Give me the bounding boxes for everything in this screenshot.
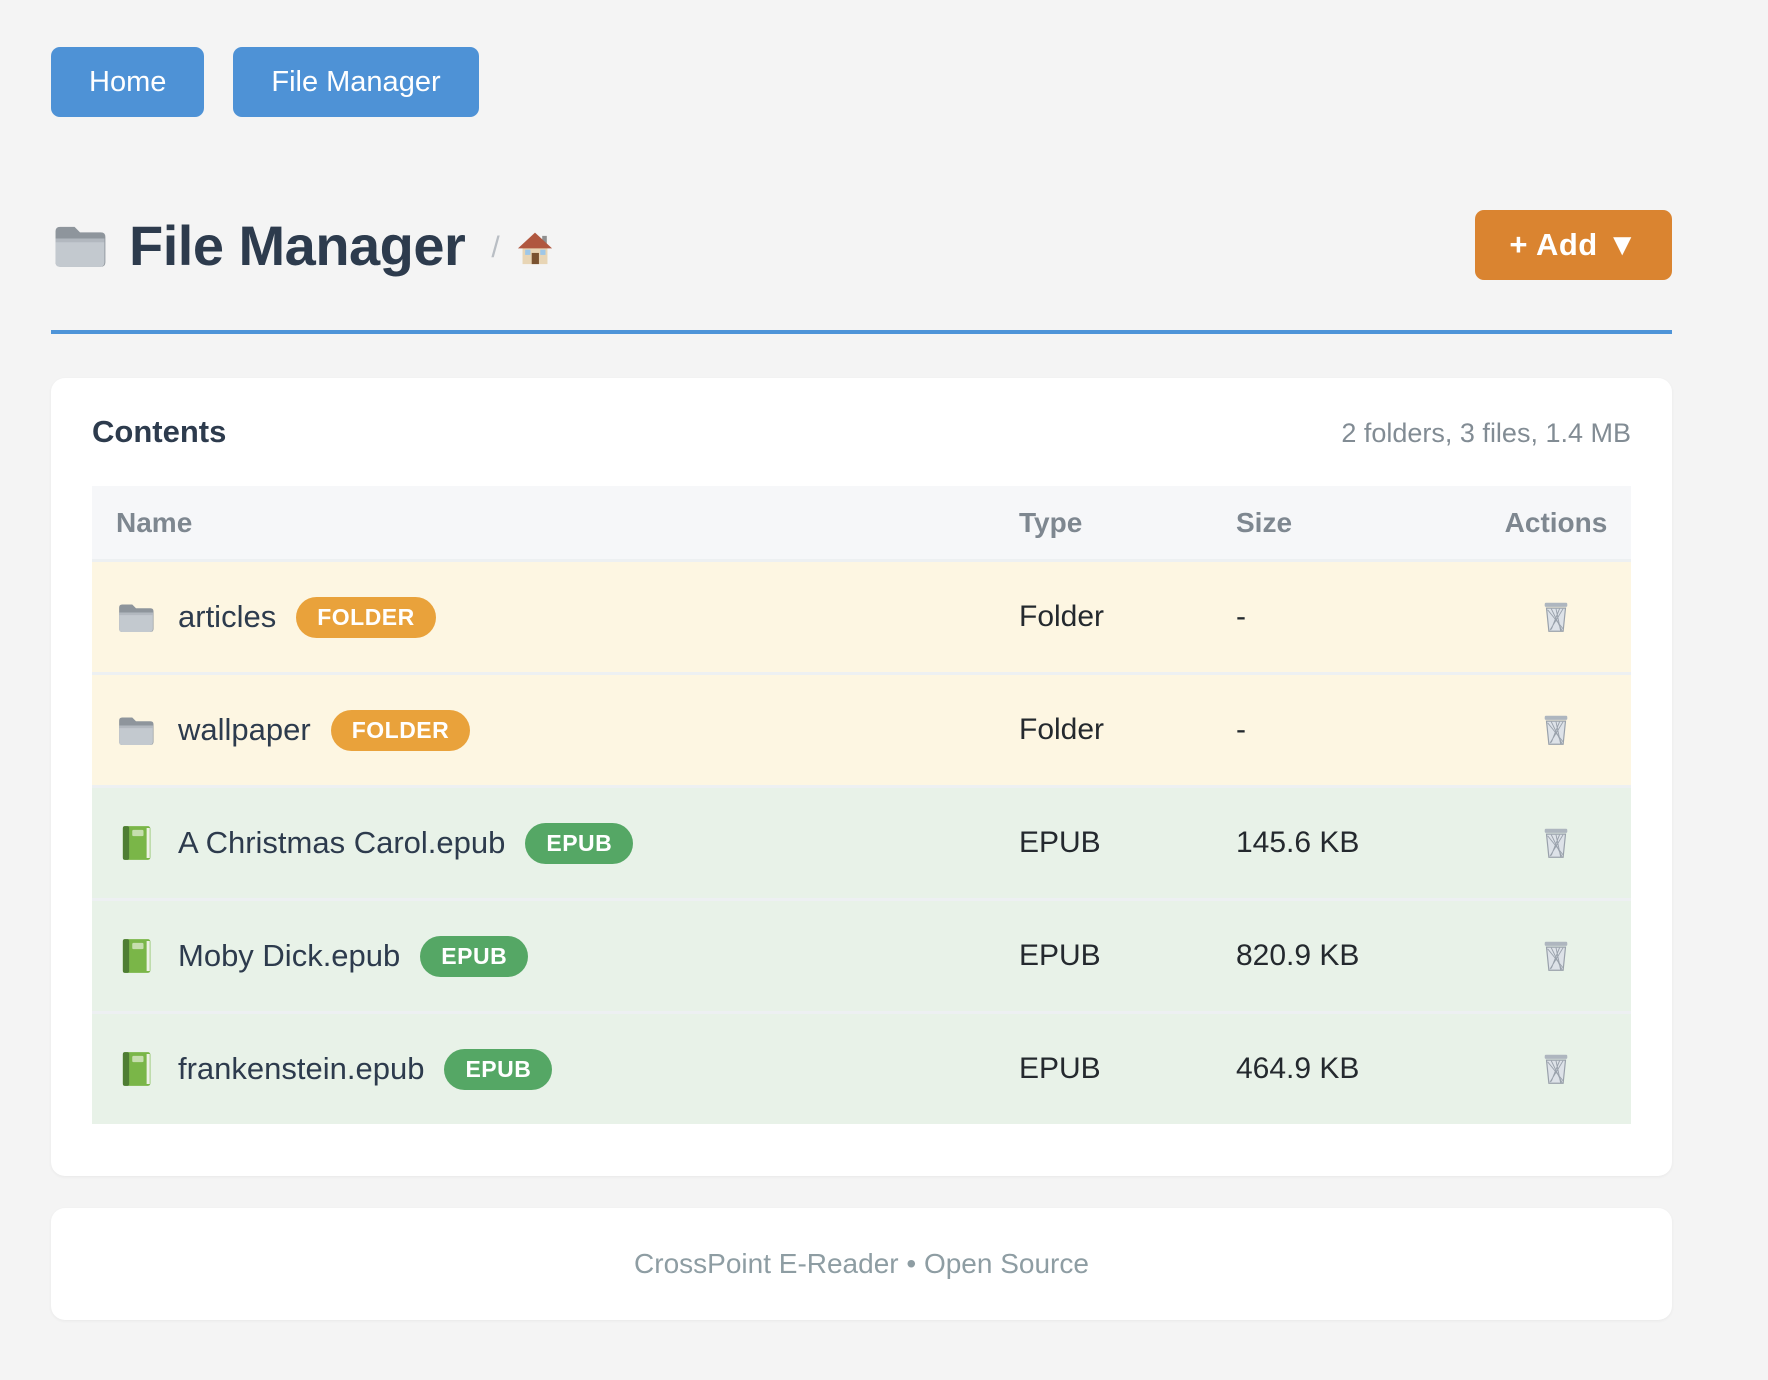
file-name-cell[interactable]: A Christmas Carol.epub EPUB: [92, 822, 995, 864]
book-icon: [116, 823, 156, 863]
page-header: File Manager / + Add ▼: [51, 210, 1672, 280]
table-body: articles FOLDER Folder - wallpaper FOLDE…: [92, 559, 1631, 1124]
column-header-name: Name: [116, 506, 193, 538]
add-button[interactable]: + Add ▼: [1475, 210, 1672, 280]
home-button[interactable]: Home: [51, 47, 205, 117]
file-size: 145.6 KB: [1236, 826, 1360, 859]
table-row[interactable]: A Christmas Carol.epub EPUB EPUB 145.6 K…: [92, 785, 1631, 898]
column-header-size: Size: [1236, 506, 1293, 538]
file-name-cell[interactable]: articles FOLDER: [92, 596, 995, 638]
contents-summary: 2 folders, 3 files, 1.4 MB: [1341, 418, 1631, 448]
file-size: -: [1236, 600, 1246, 633]
house-icon[interactable]: [514, 228, 556, 270]
file-actions-cell: [1481, 594, 1631, 640]
file-table: Name Type Size Actions articles FOLDER F…: [92, 486, 1631, 1124]
file-size: 464.9 KB: [1236, 1052, 1360, 1085]
table-header-row: Name Type Size Actions: [92, 486, 1631, 559]
book-icon: [116, 1049, 156, 1089]
folder-icon: [51, 216, 109, 274]
page-title: File Manager: [129, 213, 466, 277]
trash-icon: [1537, 598, 1575, 636]
file-name[interactable]: A Christmas Carol.epub: [178, 825, 506, 860]
title-divider: [51, 330, 1672, 334]
file-actions-cell: [1481, 707, 1631, 753]
file-actions-cell: [1481, 933, 1631, 979]
file-name[interactable]: Moby Dick.epub: [178, 938, 401, 973]
trash-icon: [1537, 711, 1575, 749]
contents-heading: Contents: [92, 414, 227, 449]
table-row[interactable]: Moby Dick.epub EPUB EPUB 820.9 KB: [92, 898, 1631, 1011]
table-row[interactable]: wallpaper FOLDER Folder -: [92, 672, 1631, 785]
contents-card-header: Contents 2 folders, 3 files, 1.4 MB: [92, 414, 1631, 450]
trash-icon: [1537, 1050, 1575, 1088]
file-name[interactable]: articles: [178, 599, 277, 634]
delete-button[interactable]: [1533, 707, 1579, 753]
type-badge: EPUB: [444, 1048, 553, 1090]
file-name-cell[interactable]: Moby Dick.epub EPUB: [92, 935, 995, 977]
file-name[interactable]: frankenstein.epub: [178, 1051, 425, 1086]
footer-text: CrossPoint E-Reader • Open Source: [634, 1248, 1089, 1279]
book-icon: [116, 936, 156, 976]
page-title-group: File Manager /: [51, 213, 1475, 278]
folder-icon: [116, 597, 156, 637]
type-badge: EPUB: [525, 822, 634, 864]
delete-button[interactable]: [1533, 820, 1579, 866]
file-size: 820.9 KB: [1236, 939, 1360, 972]
delete-button[interactable]: [1533, 594, 1579, 640]
delete-button[interactable]: [1533, 1046, 1579, 1092]
table-row[interactable]: articles FOLDER Folder -: [92, 559, 1631, 672]
file-name[interactable]: wallpaper: [178, 712, 311, 747]
trash-icon: [1537, 937, 1575, 975]
page: Home File Manager File Manager / + Add ▼…: [51, 47, 1672, 1320]
footer: CrossPoint E-Reader • Open Source: [51, 1208, 1672, 1320]
trash-icon: [1537, 824, 1575, 862]
folder-icon: [116, 710, 156, 750]
column-header-type: Type: [1019, 506, 1083, 538]
type-badge: EPUB: [420, 935, 529, 977]
file-manager-button[interactable]: File Manager: [233, 47, 479, 117]
table-row[interactable]: frankenstein.epub EPUB EPUB 464.9 KB: [92, 1011, 1631, 1124]
file-type: EPUB: [1019, 939, 1101, 972]
file-name-cell[interactable]: wallpaper FOLDER: [92, 709, 995, 751]
file-actions-cell: [1481, 1046, 1631, 1092]
file-size: -: [1236, 713, 1246, 746]
file-type: Folder: [1019, 600, 1105, 633]
file-actions-cell: [1481, 820, 1631, 866]
file-name-cell[interactable]: frankenstein.epub EPUB: [92, 1048, 995, 1090]
contents-card: Contents 2 folders, 3 files, 1.4 MB Name…: [51, 378, 1672, 1176]
file-type: EPUB: [1019, 1052, 1101, 1085]
top-nav: Home File Manager: [51, 47, 1672, 117]
file-type: EPUB: [1019, 826, 1101, 859]
type-badge: FOLDER: [296, 596, 436, 638]
delete-button[interactable]: [1533, 933, 1579, 979]
file-type: Folder: [1019, 713, 1105, 746]
type-badge: FOLDER: [330, 709, 471, 751]
breadcrumb-separator: /: [491, 231, 500, 264]
column-header-actions: Actions: [1504, 506, 1608, 538]
